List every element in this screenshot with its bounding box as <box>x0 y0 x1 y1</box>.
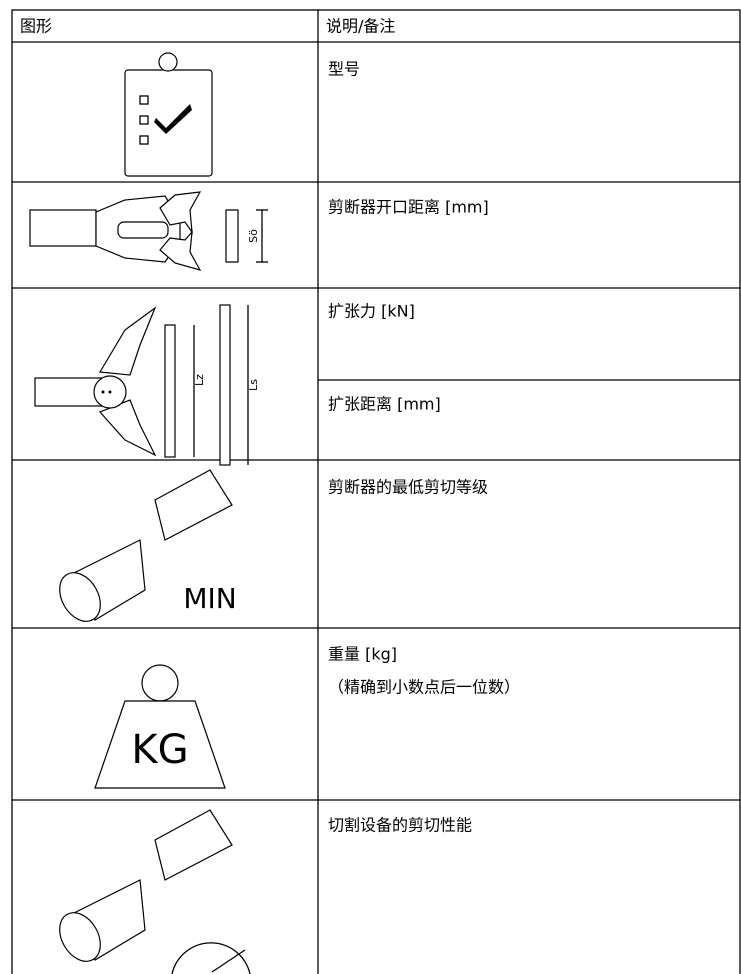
icon-label: Ls <box>247 379 260 391</box>
icon-label: Sö <box>247 229 260 243</box>
cut-cylinder-icon <box>59 469 233 622</box>
icon-label: Lz <box>193 374 206 386</box>
icon-label: MIN <box>183 582 236 615</box>
description: 切割设备的剪切性能 <box>328 816 472 835</box>
weight-icon <box>94 664 226 789</box>
spreader-icon: Lz Ls <box>34 304 260 466</box>
clipboard-icon <box>124 52 213 177</box>
description: 扩张距离 [mm] <box>328 395 441 414</box>
description: 型号 <box>328 60 360 79</box>
description: 剪断器的最低剪切等级 <box>328 478 488 497</box>
icon-label: KG <box>131 727 188 773</box>
description: 扩张力 [kN] <box>328 302 415 321</box>
description: 剪断器开口距离 [mm] <box>328 198 489 217</box>
table-grid <box>11 9 741 974</box>
cutter-icon: Sö <box>29 191 268 271</box>
description: 重量 [kg] <box>328 645 397 664</box>
header-cell: 图形 <box>20 17 52 36</box>
header-cell: 说明/备注 <box>326 17 395 36</box>
note: （精确到小数点后一位数） <box>328 678 520 697</box>
cut-performance-icon <box>59 809 251 974</box>
